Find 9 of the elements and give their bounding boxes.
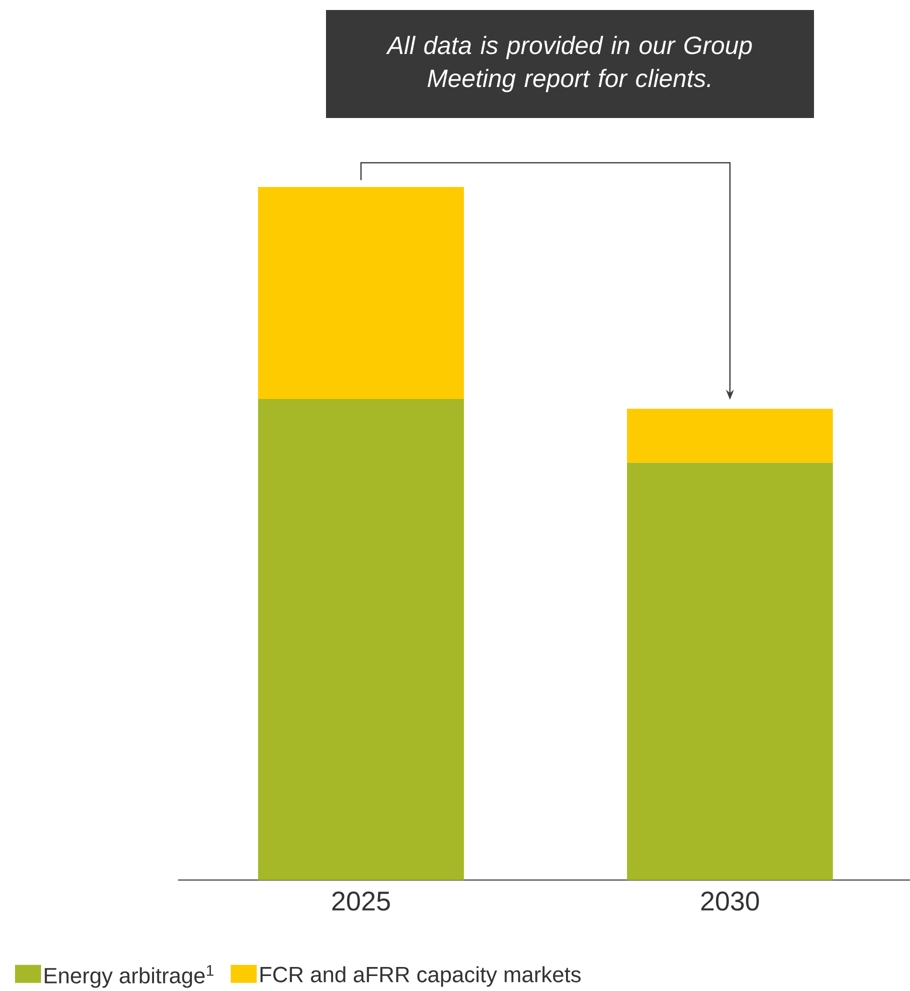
bar xyxy=(258,399,464,880)
legend-label: FCR and aFRR capacity markets xyxy=(260,966,581,987)
legend-label: Energy arbitrage$^{1}$ xyxy=(44,965,214,988)
x-tick-label: 2025 xyxy=(332,892,390,911)
x-tick-label: 2030 xyxy=(701,892,759,911)
bar xyxy=(258,186,464,400)
bar xyxy=(627,408,833,463)
bar xyxy=(627,462,833,880)
text: All data is provided in our Group Meeting report for clients. xyxy=(386,36,752,92)
